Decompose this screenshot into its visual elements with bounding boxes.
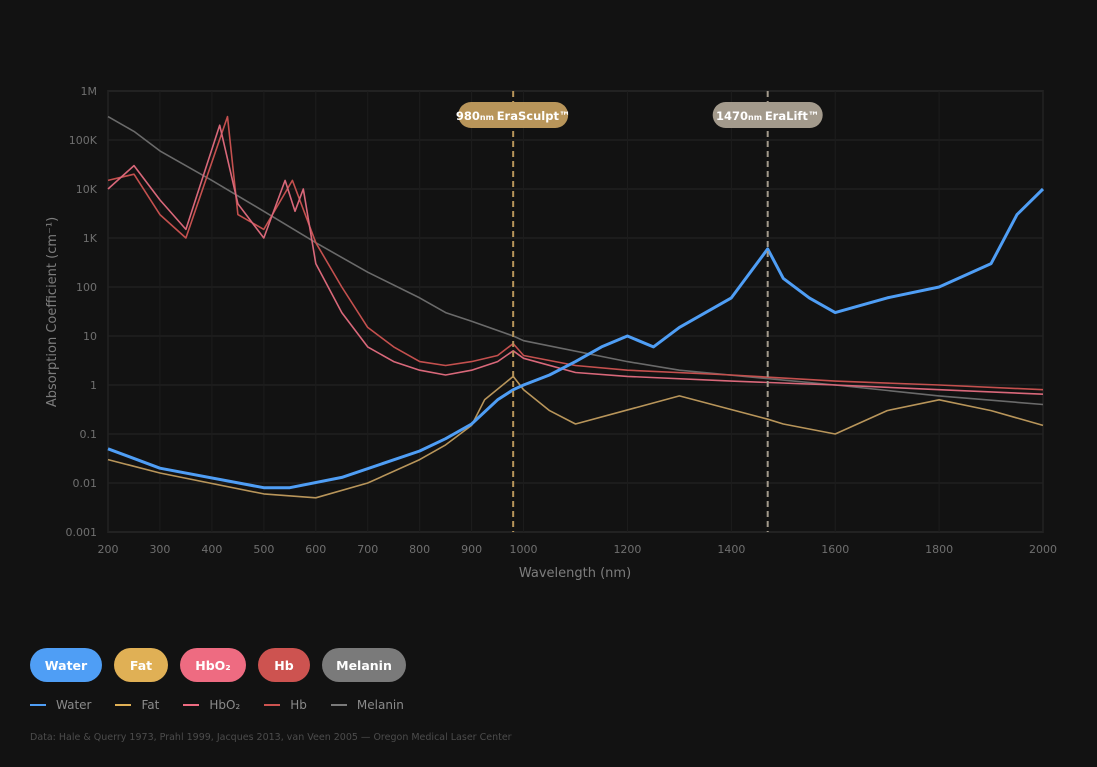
y-axis-label: Absorption Coefficient (cm⁻¹) xyxy=(45,217,60,407)
series-line-fat xyxy=(107,375,1044,499)
x-tick-label: 1200 xyxy=(613,543,641,556)
y-tick-label: 100 xyxy=(76,281,97,294)
y-tick-label: 100K xyxy=(69,134,98,147)
x-tick-label: 400 xyxy=(201,543,222,556)
laser-markers: 980nm EraSculpt™ 1470nm EraLift™ xyxy=(456,91,823,532)
x-axis-ticks: 200 300 400 500 600 700 800 900 1000 1200 1400 1600… xyxy=(98,543,1058,556)
filter-pill-hb[interactable]: Hb xyxy=(258,648,310,682)
y-tick-label: 1 xyxy=(90,379,97,392)
series-line-hbo xyxy=(107,124,1044,395)
y-tick-label: 0.1 xyxy=(80,428,98,441)
legend: Water Fat HbO₂ Hb Melanin xyxy=(30,698,428,712)
x-tick-label: 700 xyxy=(357,543,378,556)
legend-swatch xyxy=(330,704,347,706)
x-tick-label: 1400 xyxy=(717,543,745,556)
filter-pill-fat[interactable]: Fat xyxy=(114,648,168,682)
x-tick-label: 600 xyxy=(305,543,326,556)
legend-swatch xyxy=(30,704,46,706)
legend-label: Hb xyxy=(290,698,307,712)
x-tick-label: 900 xyxy=(461,543,482,556)
y-tick-label: 10 xyxy=(83,330,97,343)
y-tick-label: 0.001 xyxy=(66,526,98,539)
y-tick-label: 1K xyxy=(83,232,98,245)
legend-item: Water xyxy=(30,698,91,712)
data-source-note: Data: Hale & Querry 1973, Prahl 1999, Ja… xyxy=(30,732,512,743)
series-line-water xyxy=(107,187,1045,490)
marker-label-1470: 1470nm EraLift™ xyxy=(716,109,819,123)
series-lines xyxy=(107,115,1045,499)
y-tick-label: 0.01 xyxy=(73,477,98,490)
legend-label: Melanin xyxy=(356,698,404,712)
x-axis-label: Wavelength (nm) xyxy=(519,566,631,581)
legend-label: Water xyxy=(56,698,92,712)
absorption-chart: 980nm EraSculpt™ 1470nm EraLift™ 200 300 40… xyxy=(45,85,1058,581)
legend-swatch xyxy=(264,704,281,706)
x-tick-label: 800 xyxy=(409,543,430,556)
x-tick-label: 1000 xyxy=(510,543,538,556)
y-axis-ticks: 0.001 0.01 0.1 1 10 100 1K 10K 100K 1M xyxy=(66,85,98,539)
x-tick-label: 300 xyxy=(149,543,170,556)
filter-pill-melanin[interactable]: Melanin xyxy=(322,648,406,682)
x-tick-label: 2000 xyxy=(1029,543,1057,556)
legend-item: Hb xyxy=(264,698,307,712)
marker-badge-980 xyxy=(458,102,569,128)
y-tick-label: 10K xyxy=(76,183,98,196)
x-tick-label: 200 xyxy=(98,543,119,556)
legend-label: Fat xyxy=(141,698,160,712)
marker-badge-1470 xyxy=(712,102,823,128)
x-tick-label: 1800 xyxy=(925,543,953,556)
x-tick-label: 500 xyxy=(253,543,274,556)
x-tick-label: 1600 xyxy=(821,543,849,556)
plot-frame xyxy=(107,90,1044,533)
filter-pill-hbo[interactable]: HbO₂ xyxy=(180,648,246,682)
grid xyxy=(107,90,1044,533)
legend-swatch xyxy=(183,704,200,706)
legend-label: HbO₂ xyxy=(209,698,241,712)
legend-swatch xyxy=(115,704,132,706)
legend-item: Fat xyxy=(115,698,159,712)
legend-item: HbO₂ xyxy=(183,698,240,712)
filter-pill-water[interactable]: Water xyxy=(30,648,102,682)
y-tick-label: 1M xyxy=(81,85,98,98)
series-line-hb xyxy=(107,115,1044,391)
marker-label-980: 980nm EraSculpt™ xyxy=(456,109,571,123)
legend-item: Melanin xyxy=(330,698,404,712)
